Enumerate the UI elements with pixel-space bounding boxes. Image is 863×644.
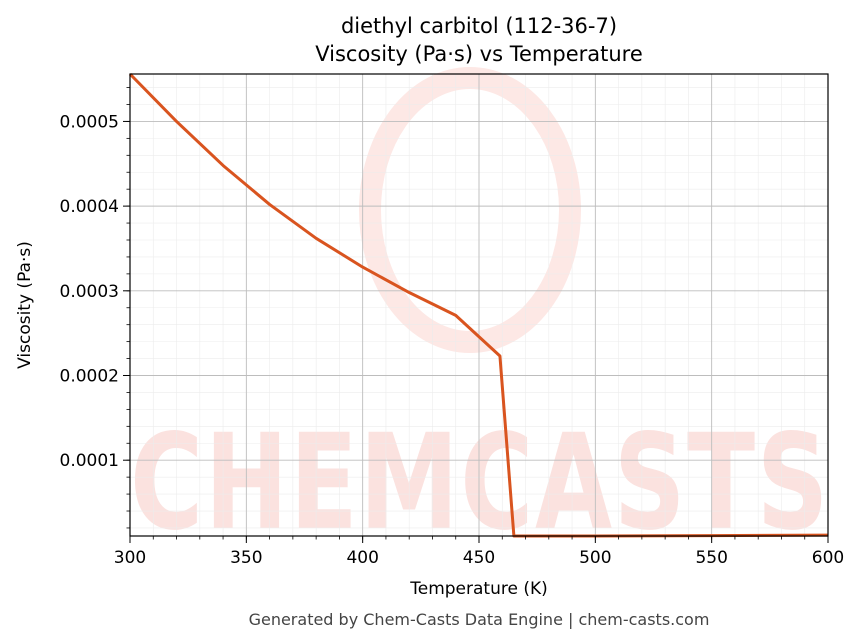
chart-title: diethyl carbitol (112-36-7) — [341, 14, 617, 38]
watermark: CHEMCASTS — [130, 67, 828, 560]
x-tick-label: 350 — [230, 548, 262, 568]
x-axis-label: Temperature (K) — [409, 579, 548, 599]
x-tick-label: 600 — [812, 548, 844, 568]
x-tick-label: 550 — [695, 548, 727, 568]
watermark-swirl-logo — [359, 67, 581, 353]
y-tick-label: 0.0004 — [60, 197, 119, 217]
y-tick-label: 0.0002 — [60, 367, 119, 387]
footer-credit: Generated by Chem-Casts Data Engine | ch… — [249, 610, 710, 629]
y-axis-label: Viscosity (Pa·s) — [15, 241, 35, 369]
y-tick-label: 0.0001 — [60, 451, 119, 471]
y-tick-label: 0.0003 — [60, 282, 119, 302]
x-tick-label: 450 — [463, 548, 495, 568]
chart-subtitle: Viscosity (Pa·s) vs Temperature — [315, 42, 643, 66]
y-axis-ticks: 0.0001 0.0002 0.0003 0.0004 0.0005 — [60, 87, 130, 529]
x-axis-ticks: 300 350 400 450 500 550 600 — [114, 536, 844, 568]
y-tick-label: 0.0005 — [60, 112, 119, 132]
x-tick-label: 500 — [579, 548, 611, 568]
x-tick-label: 300 — [114, 548, 146, 568]
x-tick-label: 400 — [346, 548, 378, 568]
